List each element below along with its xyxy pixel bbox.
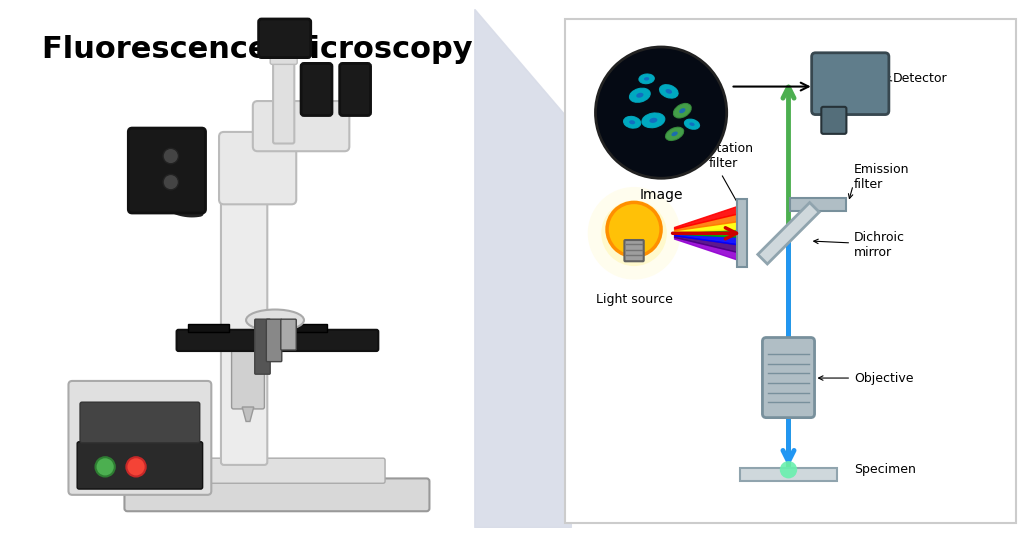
Ellipse shape (630, 88, 650, 103)
Circle shape (607, 202, 662, 257)
Ellipse shape (666, 89, 672, 94)
Polygon shape (675, 214, 738, 231)
FancyBboxPatch shape (259, 19, 310, 57)
Ellipse shape (624, 117, 641, 128)
FancyBboxPatch shape (740, 468, 837, 481)
Circle shape (780, 461, 797, 478)
Text: Emission
filter: Emission filter (854, 163, 909, 191)
FancyBboxPatch shape (77, 442, 203, 489)
Circle shape (163, 175, 178, 190)
Text: Light source: Light source (596, 293, 673, 306)
Circle shape (596, 47, 727, 178)
FancyBboxPatch shape (821, 107, 847, 134)
FancyBboxPatch shape (255, 319, 270, 374)
FancyBboxPatch shape (125, 478, 429, 511)
Polygon shape (675, 206, 738, 229)
Circle shape (163, 148, 178, 164)
FancyBboxPatch shape (737, 199, 746, 267)
Text: Dichroic
mirror: Dichroic mirror (854, 231, 905, 259)
FancyBboxPatch shape (176, 330, 378, 351)
FancyBboxPatch shape (812, 53, 889, 114)
FancyBboxPatch shape (281, 319, 296, 350)
FancyBboxPatch shape (301, 63, 332, 115)
Ellipse shape (636, 93, 643, 98)
Ellipse shape (672, 132, 678, 136)
Ellipse shape (642, 113, 665, 128)
Polygon shape (675, 236, 738, 252)
FancyBboxPatch shape (287, 324, 327, 332)
Ellipse shape (684, 119, 699, 129)
Ellipse shape (644, 77, 649, 81)
Circle shape (126, 457, 145, 476)
Polygon shape (758, 202, 819, 264)
FancyBboxPatch shape (188, 324, 228, 332)
FancyBboxPatch shape (340, 63, 371, 115)
FancyBboxPatch shape (128, 128, 206, 213)
FancyBboxPatch shape (273, 53, 294, 143)
FancyBboxPatch shape (791, 198, 847, 211)
FancyBboxPatch shape (231, 347, 264, 409)
Text: Fluorescence Microscopy: Fluorescence Microscopy (42, 35, 473, 64)
Circle shape (588, 187, 680, 280)
Polygon shape (675, 234, 738, 245)
Polygon shape (675, 237, 738, 260)
FancyBboxPatch shape (564, 19, 1016, 523)
FancyBboxPatch shape (763, 338, 814, 418)
FancyBboxPatch shape (253, 101, 349, 151)
Polygon shape (675, 229, 738, 237)
Polygon shape (675, 222, 738, 233)
Polygon shape (243, 407, 254, 422)
Ellipse shape (246, 309, 304, 331)
Text: Objective: Objective (854, 372, 913, 384)
Ellipse shape (659, 85, 678, 98)
Text: Excitation
filter: Excitation filter (692, 142, 754, 170)
Ellipse shape (666, 127, 684, 141)
FancyBboxPatch shape (80, 402, 200, 442)
FancyBboxPatch shape (69, 381, 211, 495)
Text: Detector: Detector (893, 72, 947, 85)
Ellipse shape (679, 108, 685, 113)
Ellipse shape (629, 120, 635, 125)
FancyBboxPatch shape (266, 319, 282, 361)
FancyBboxPatch shape (270, 47, 297, 64)
Text: Image: Image (639, 188, 683, 202)
Ellipse shape (639, 74, 654, 84)
FancyBboxPatch shape (221, 189, 267, 465)
FancyBboxPatch shape (219, 132, 296, 204)
Ellipse shape (649, 118, 657, 123)
Text: Specimen: Specimen (854, 463, 916, 476)
Circle shape (95, 457, 115, 476)
Circle shape (601, 200, 667, 266)
FancyBboxPatch shape (625, 240, 644, 262)
FancyBboxPatch shape (159, 458, 385, 483)
Ellipse shape (689, 122, 694, 126)
Polygon shape (475, 9, 571, 528)
Ellipse shape (674, 104, 691, 118)
